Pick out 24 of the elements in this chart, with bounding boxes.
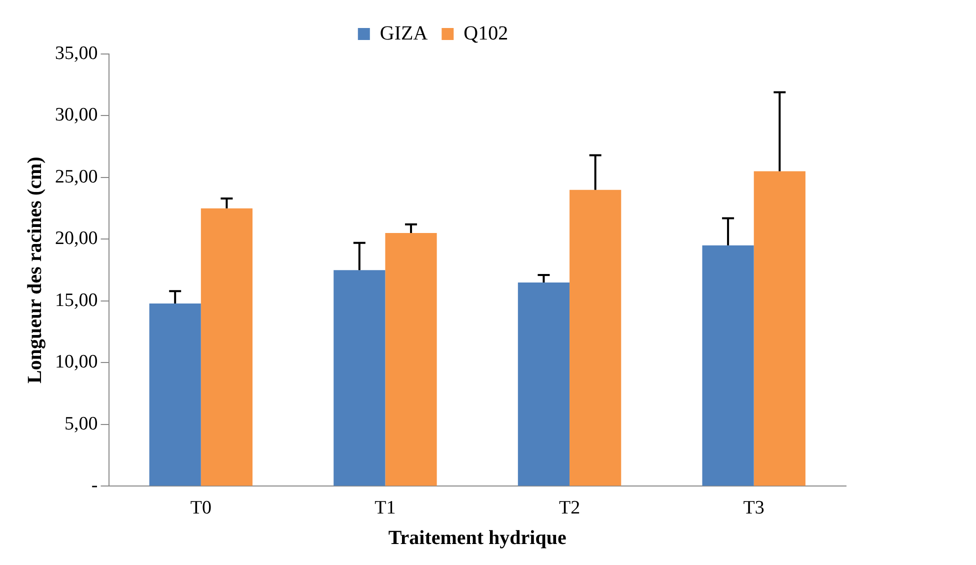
y-tick-label: 5,00	[64, 413, 98, 434]
bar	[385, 233, 437, 486]
y-tick-label: 20,00	[55, 228, 98, 250]
x-tick-label: T0	[190, 498, 212, 519]
bar	[149, 303, 201, 486]
x-tick-label: T3	[743, 498, 764, 519]
y-tick-label: -	[91, 475, 98, 496]
legend-label: Q102	[464, 22, 508, 44]
y-tick-label: 10,00	[55, 352, 98, 373]
bar	[334, 270, 386, 486]
bar	[518, 282, 570, 486]
bar	[570, 190, 622, 486]
y-tick-label: 35,00	[55, 42, 98, 64]
x-tick-label: T2	[558, 498, 580, 519]
bar	[200, 208, 253, 486]
bar	[702, 245, 754, 486]
y-tick-label: 30,00	[55, 104, 98, 126]
y-tick-label: 25,00	[55, 166, 98, 188]
x-axis-title: Traitement hydrique	[388, 527, 566, 550]
y-axis-title: Longueur des racines (cm)	[24, 156, 46, 384]
bar	[754, 171, 806, 486]
legend-label: GIZA	[380, 22, 428, 44]
y-tick-label: 15,00	[55, 290, 98, 311]
x-tick-label: T1	[374, 498, 396, 519]
